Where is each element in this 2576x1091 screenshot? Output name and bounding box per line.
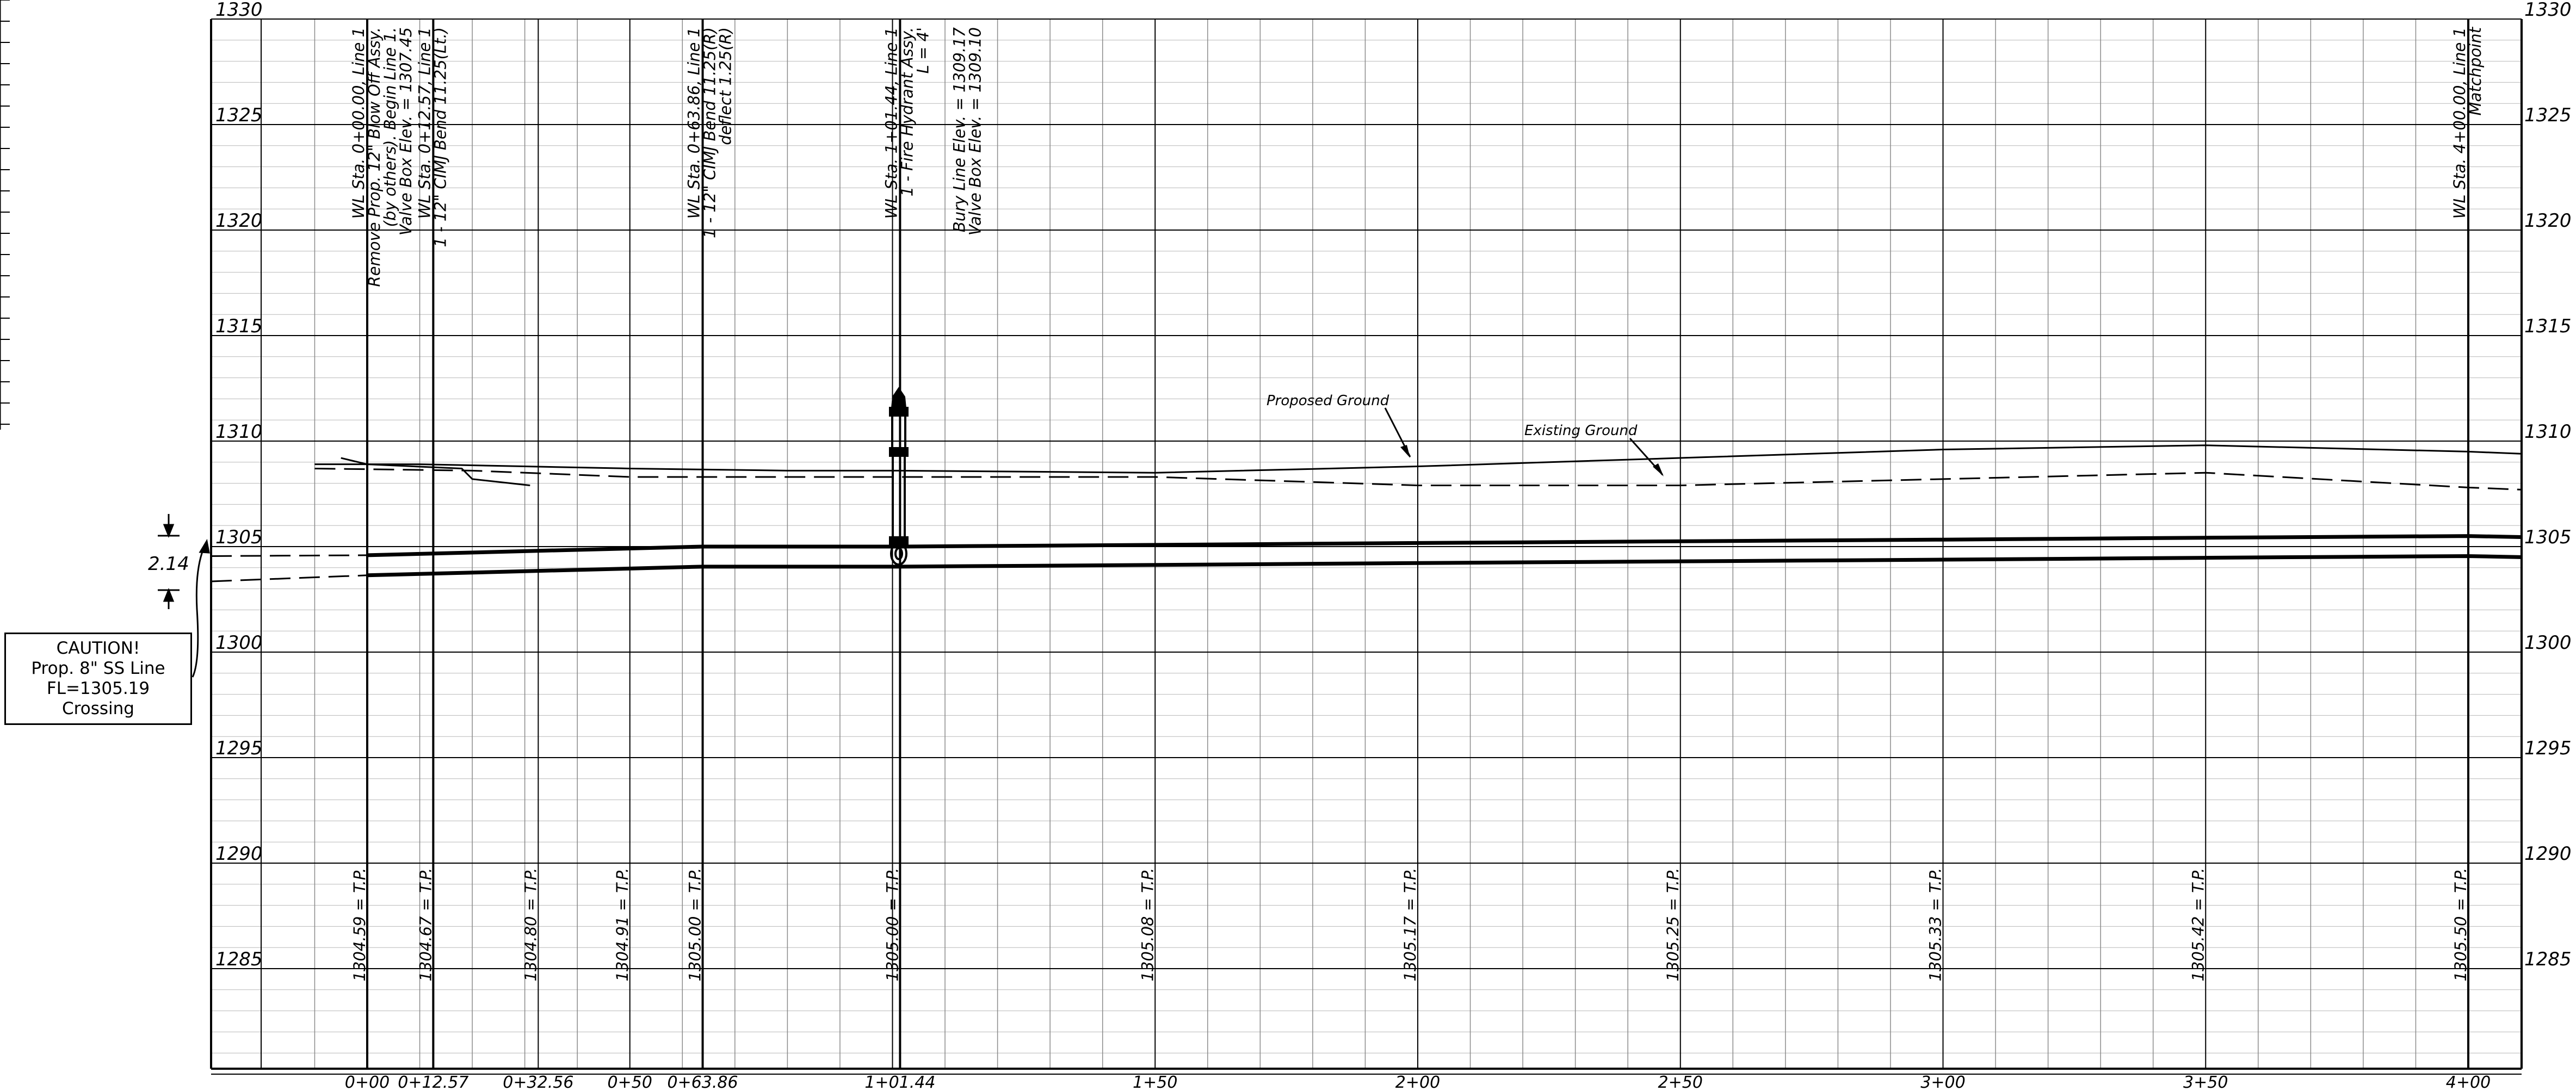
elevation-labels-left: 1330 1325 1320 1315 1310 1305 1300 1295 1290 1285 — [215, 0, 263, 970]
elevation-label-left: 1320 — [215, 210, 263, 232]
station-callout-line: (by others). Begin Line 1. — [381, 27, 399, 227]
elevation-label-right: 1305 — [2524, 526, 2572, 548]
elevation-label-right: 1310 — [2524, 421, 2572, 443]
major-grid — [211, 18, 2522, 1075]
elevation-label-left: 1300 — [215, 632, 263, 654]
station-callout-line: L = 4' — [913, 27, 932, 73]
station-labels: 0+00 0+12.57 0+32.56 0+50 0+63.86 1+01.44 1+50… — [345, 1073, 2491, 1091]
tp-label: 1304.91 = T.P. — [613, 868, 632, 982]
station-lines — [366, 19, 2469, 1069]
water-main-pipe-bottom — [367, 554, 2521, 578]
tp-label: 1305.00 = T.P. — [686, 868, 705, 982]
tp-label: 1305.08 = T.P. — [1138, 868, 1157, 982]
tp-label: 1305.42 = T.P. — [2189, 868, 2207, 982]
existing-pipe-dashed-top — [211, 554, 368, 557]
station-callout-line: 1 - 12" CIMJ Bend 11.25(Lt.) — [431, 27, 449, 247]
elevation-label-right: 1290 — [2524, 843, 2572, 865]
elevation-label-right: 1315 — [2524, 315, 2572, 337]
caution-line-3: FL=1305.19 — [46, 679, 150, 698]
tp-label: 1304.59 = T.P. — [350, 868, 369, 982]
station-callout-line: WL Sta. 0+63.86, Line 1 — [685, 27, 703, 219]
station-label: 0+00 — [345, 1073, 390, 1091]
elevation-label-right: 1300 — [2524, 632, 2572, 654]
elevation-label-left: 1290 — [215, 843, 263, 865]
station-label: 3+00 — [1920, 1073, 1965, 1091]
tp-labels: 1304.59 = T.P. 1304.67 = T.P. 1304.80 = T.… — [350, 868, 2470, 982]
tp-label: 1304.67 = T.P. — [416, 868, 435, 982]
station-label: 3+50 — [2183, 1073, 2228, 1091]
station-callout-line: 1 - Fire Hydrant Assy. — [898, 27, 916, 196]
left-table-edge — [0, 0, 10, 430]
station-callout-line: WL Sta. 4+00.00, Line 1 — [2450, 27, 2469, 219]
elevation-label-right: 1285 — [2524, 949, 2572, 970]
elevation-label-left: 1330 — [215, 0, 263, 21]
caution-note: CAUTION! Prop. 8" SS Line FL=1305.19 Cro… — [4, 633, 192, 725]
elevation-label-left: 1310 — [215, 421, 263, 443]
tp-label: 1305.50 = T.P. — [2451, 868, 2470, 982]
proposed-ground-line — [314, 444, 2521, 474]
existing-ground-arrowhead — [1653, 463, 1664, 476]
station-label: 0+32.56 — [503, 1073, 573, 1091]
existing-ground-line — [314, 467, 2521, 491]
station-label: 0+50 — [608, 1073, 652, 1091]
station-callout-line: deflect 1.25(R) — [716, 27, 735, 145]
tp-label: 1305.17 = T.P. — [1401, 868, 1419, 982]
existing-ground-offset-line — [341, 457, 530, 486]
station-label: 2+50 — [1658, 1073, 1703, 1091]
elevation-label-left: 1285 — [215, 949, 263, 970]
elevation-labels-right: 1330 1325 1320 1315 1310 1305 1300 1295 1290 1285 — [2524, 0, 2572, 970]
proposed-ground-arrowhead — [1400, 445, 1410, 458]
proposed-ground-label: Proposed Ground — [1267, 393, 1389, 409]
fire-hydrant-icon — [889, 387, 909, 566]
elevation-label-left: 1295 — [215, 737, 263, 759]
elevation-label-right: 1325 — [2524, 104, 2572, 126]
station-callout-line: Bury Line Elev. = 1309.17 — [950, 27, 968, 232]
water-main-pipe-top — [367, 534, 2521, 557]
station-callout-line: WL Sta. 0+00.00, Line 1 — [349, 27, 368, 219]
station-callout-line: WL Sta. 1+01.44, Line 1 — [882, 27, 900, 219]
elevation-label-left: 1315 — [215, 315, 263, 337]
station-callout-line: Matchpoint — [2466, 26, 2485, 115]
caution-line-2: Prop. 8" SS Line — [31, 659, 165, 678]
station-callout-line: 1 - 12" CIMJ Bend 11.25(R) — [701, 27, 719, 238]
station-label: 0+12.57 — [398, 1073, 468, 1091]
elevation-label-left: 1325 — [215, 104, 263, 126]
elevation-label-right: 1320 — [2524, 210, 2572, 232]
existing-pipe-dashed-bottom — [211, 574, 368, 582]
caution-line-4: Crossing — [62, 699, 134, 718]
station-label: 2+00 — [1395, 1073, 1440, 1091]
tp-label: 1304.80 = T.P. — [521, 868, 540, 982]
station-callout-line: WL Sta. 0+12.57, Line 1 — [415, 27, 434, 219]
tp-label: 1305.33 = T.P. — [1926, 868, 1945, 982]
tp-label: 1305.25 = T.P. — [1664, 868, 1682, 982]
station-label: 1+50 — [1133, 1073, 1177, 1091]
elevation-label-right: 1330 — [2524, 0, 2572, 21]
clearance-dimension — [158, 514, 210, 678]
caution-line-1: CAUTION! — [56, 639, 140, 658]
station-label: 0+63.86 — [668, 1073, 738, 1091]
elevation-label-right: 1295 — [2524, 737, 2572, 759]
station-callout-line: Valve Box Elev. = 1309.10 — [966, 27, 984, 235]
station-callout-line: Valve Box Elev. = 1307.45 — [397, 27, 415, 235]
clearance-dimension-value: 2.14 — [148, 553, 189, 575]
station-label: 1+01.44 — [864, 1073, 935, 1091]
elevation-label-left: 1305 — [215, 526, 263, 548]
tp-label: 1305.00 = T.P. — [883, 868, 901, 982]
existing-ground-label: Existing Ground — [1524, 423, 1638, 439]
station-label: 4+00 — [2446, 1073, 2491, 1091]
station-callout-line: Remove Prop. 12" Blow Off Assy. — [365, 27, 384, 287]
profile-frame — [210, 18, 2523, 1070]
